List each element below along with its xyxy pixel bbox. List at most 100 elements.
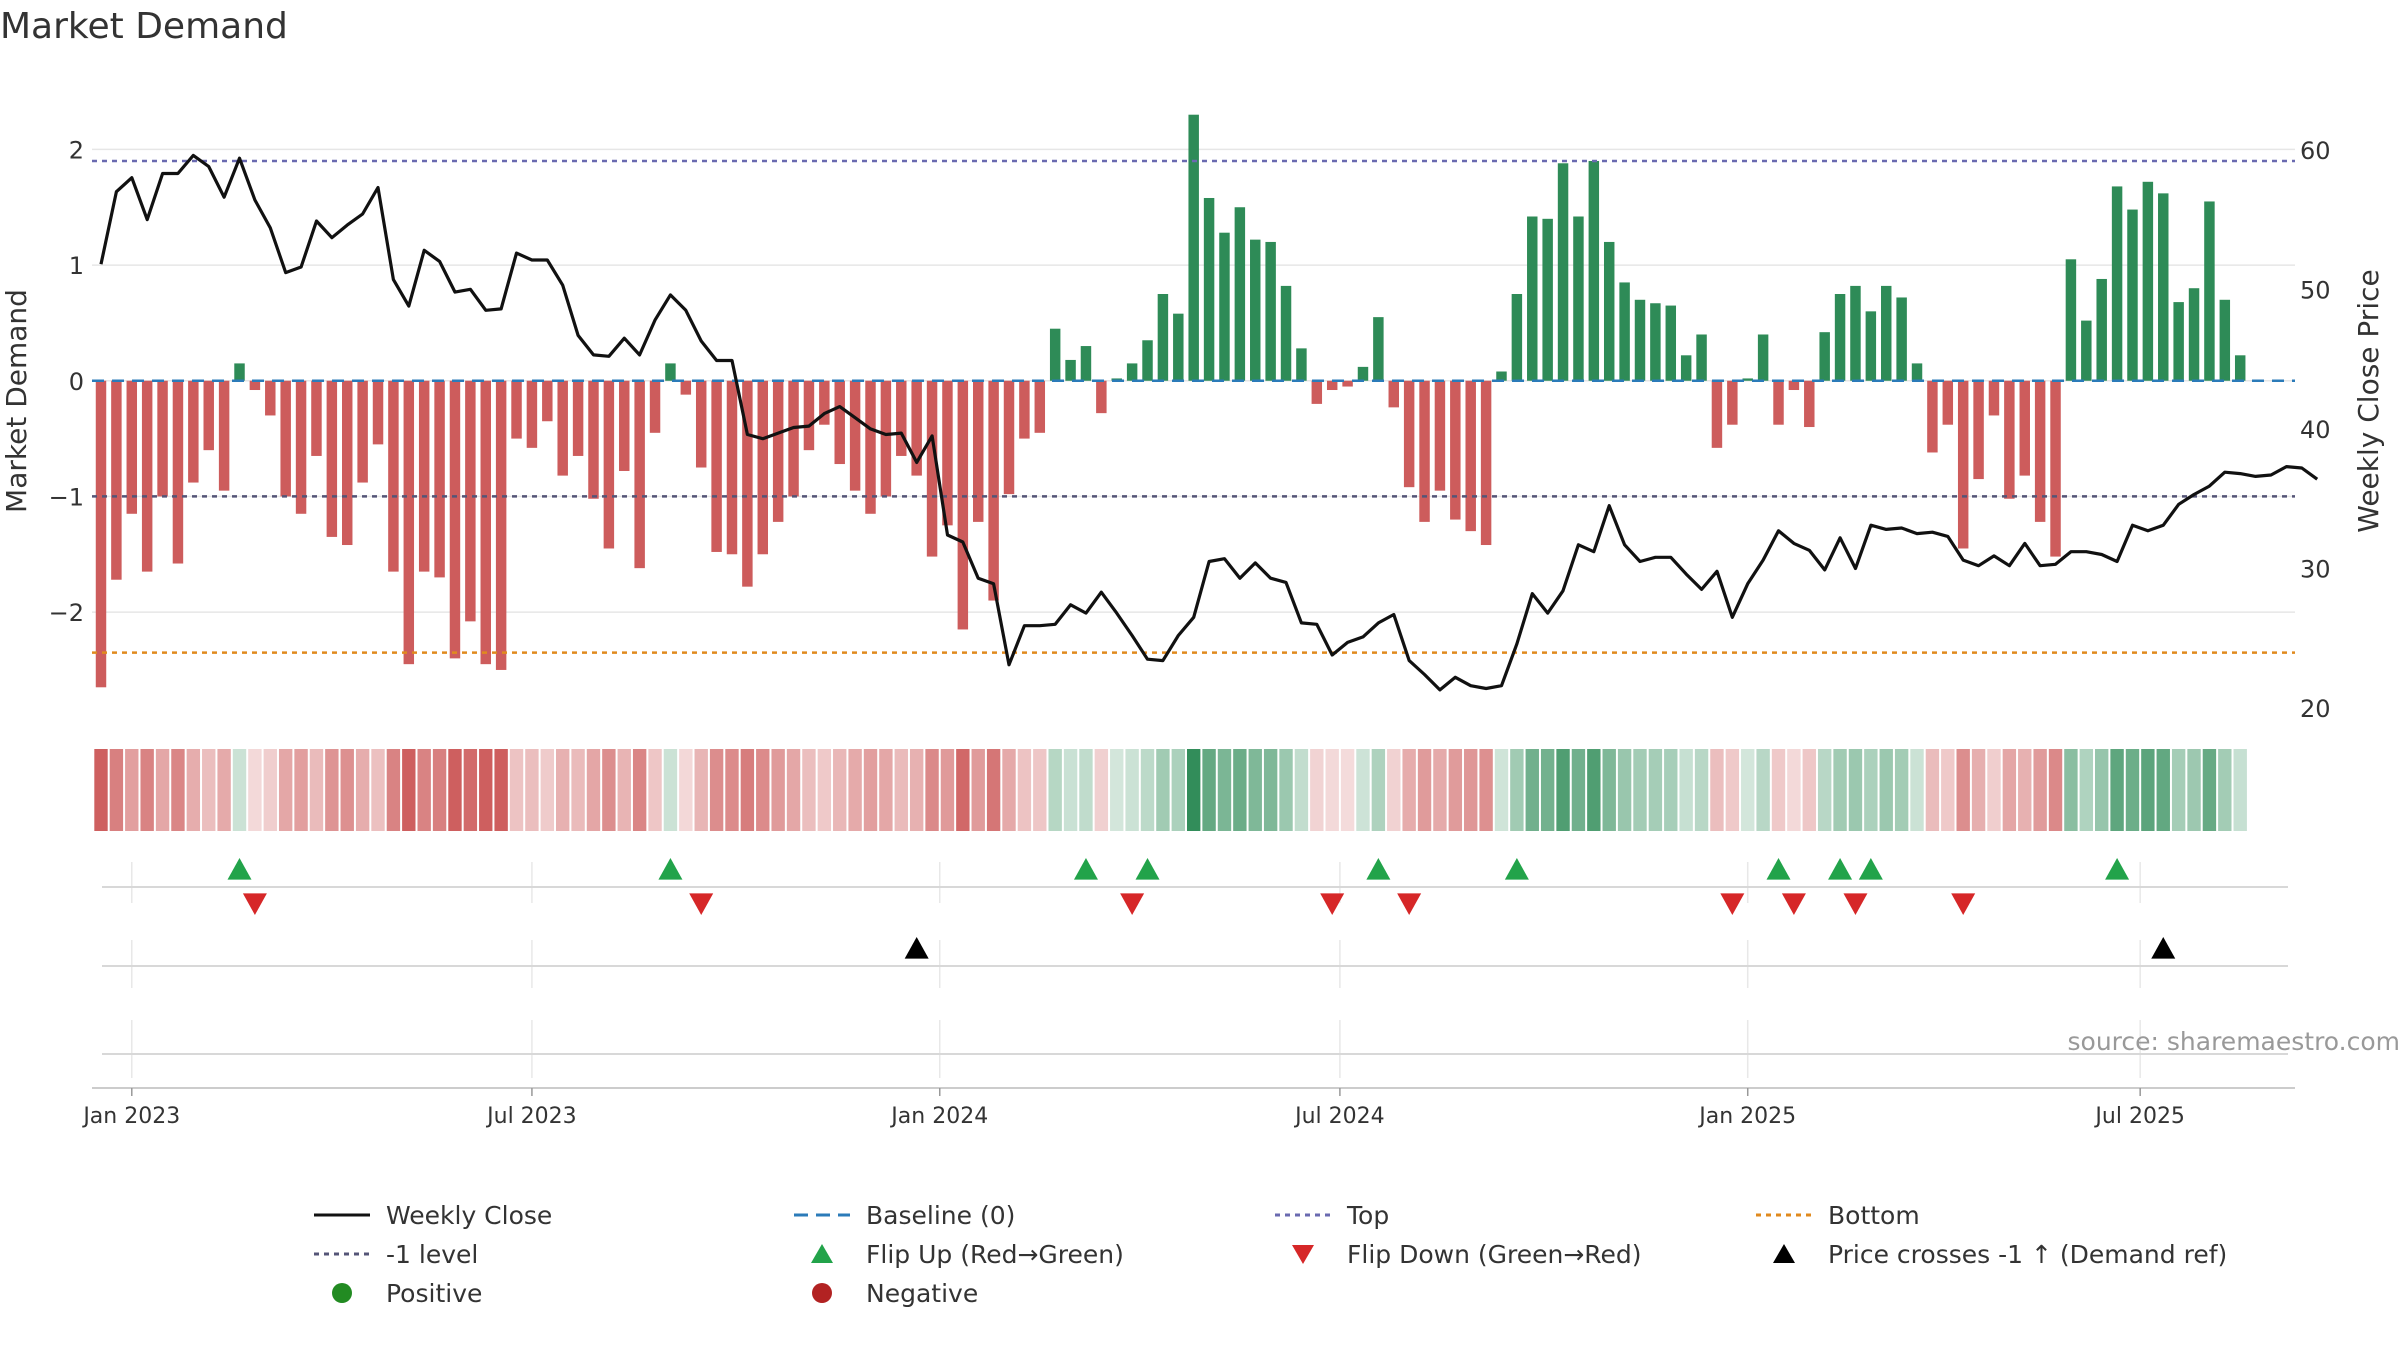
demand-bar <box>1003 380 1015 495</box>
heat-cell <box>1310 749 1324 831</box>
heat-cell <box>1448 749 1463 831</box>
x-tick-label: Jan 2024 <box>889 1104 988 1129</box>
heat-cell <box>1848 749 1863 831</box>
heat-cell <box>1417 749 1432 831</box>
demand-bar <box>711 380 722 552</box>
heat-cell <box>1879 749 1893 831</box>
heat-cell <box>540 749 555 831</box>
legend-symbol-icon <box>1773 1244 1795 1263</box>
demand-bar <box>403 380 415 665</box>
demand-bar <box>2142 181 2154 381</box>
heat-cell <box>632 749 647 831</box>
heat-cell <box>848 749 862 831</box>
price-cross-marker <box>904 937 929 959</box>
price-line-layer <box>99 153 2319 692</box>
demand-bar <box>1788 380 1800 391</box>
heat-cell <box>1894 749 1909 831</box>
demand-bar <box>1296 348 1307 381</box>
heat-cell <box>1433 749 1447 831</box>
demand-bar <box>1419 380 1430 522</box>
heat-cell <box>2095 749 2109 831</box>
demand-bar <box>480 380 491 665</box>
demand-bar <box>2081 320 2092 381</box>
y2-axis-label: Weekly Close Price <box>2352 269 2385 532</box>
y2-tick-label: 30 <box>2300 555 2331 583</box>
heat-cell <box>571 749 585 831</box>
heat-cell <box>1587 749 1601 831</box>
heat-cell <box>1140 749 1155 831</box>
demand-bar <box>588 380 599 499</box>
demand-bar <box>1911 363 1923 381</box>
heat-cell <box>1356 749 1370 831</box>
level-lines <box>92 159 2295 654</box>
demand-bar <box>1850 285 1861 381</box>
demand-bar <box>1311 380 1323 404</box>
y2-tick-label: 50 <box>2300 276 2331 304</box>
demand-bar <box>1357 366 1369 381</box>
demand-bar <box>2065 259 2077 381</box>
demand-bar <box>126 380 138 514</box>
demand-bar <box>2019 380 2030 476</box>
demand-bar <box>1142 340 1153 381</box>
demand-bar <box>2111 186 2123 381</box>
heat-cell <box>525 749 539 831</box>
demand-bar <box>911 380 922 476</box>
x-tick-label: Jul 2023 <box>485 1104 577 1129</box>
heat-cell <box>648 749 662 831</box>
heat-cell <box>1664 749 1678 831</box>
legend-item: -1 level <box>312 1239 478 1269</box>
legend-label: Negative <box>866 1278 979 1308</box>
flip-down-marker <box>1397 893 1422 915</box>
demand-bar <box>234 363 245 381</box>
demand-bar <box>726 380 738 555</box>
legend-label: Baseline (0) <box>866 1200 1016 1230</box>
heat-cell <box>1402 749 1416 831</box>
heat-cell <box>2233 749 2247 831</box>
heat-cell <box>463 749 478 831</box>
heat-cell <box>894 749 908 831</box>
heat-cell <box>2033 749 2047 831</box>
heat-cell <box>694 749 708 831</box>
heat-cell <box>417 749 431 831</box>
demand-bar <box>188 380 199 483</box>
heat-cell <box>1202 749 1216 831</box>
demand-bar <box>1942 380 1954 425</box>
heat-cell <box>956 749 970 831</box>
legend-symbol-icon <box>332 1283 352 1303</box>
flip-up-marker <box>1366 858 1391 880</box>
weekly-close-line <box>99 153 2319 692</box>
heat-cell <box>925 749 939 831</box>
heat-cell <box>1171 749 1185 831</box>
heat-cell <box>309 749 324 831</box>
demand-bar <box>803 380 815 451</box>
demand-bar <box>1511 294 1523 381</box>
y-axis-label: Market Demand <box>0 289 33 513</box>
y-tick-label: −1 <box>49 483 84 511</box>
demand-bar <box>2127 209 2138 381</box>
heat-cell <box>1125 749 1139 831</box>
flip-up-marker <box>1504 858 1529 880</box>
demand-bar <box>1588 160 1600 381</box>
demand-bar <box>1865 311 1877 381</box>
legend-symbol-icon <box>314 1252 370 1256</box>
demand-bar <box>1450 380 1461 520</box>
demand-bar <box>1881 285 1892 381</box>
heat-cell <box>2048 749 2063 831</box>
legend-item: Top <box>1273 1200 1389 1230</box>
heat-cell <box>971 749 985 831</box>
heat-cell <box>1817 749 1832 831</box>
heat-cell <box>432 749 447 831</box>
heat-cell <box>1633 749 1647 831</box>
flip-down-marker <box>1720 893 1745 915</box>
x-tick-label: Jul 2025 <box>2093 1104 2185 1129</box>
heat-strip <box>94 749 2247 831</box>
demand-bar <box>465 380 476 622</box>
demand-bar <box>2096 278 2107 381</box>
heat-cell <box>1340 749 1355 831</box>
demand-bar <box>357 380 368 483</box>
heat-cell <box>171 749 185 831</box>
flip-up-marker <box>1766 858 1791 880</box>
y-tick-label: 1 <box>69 252 84 280</box>
demand-bar <box>1203 197 1215 381</box>
demand-bar <box>1219 232 1230 381</box>
